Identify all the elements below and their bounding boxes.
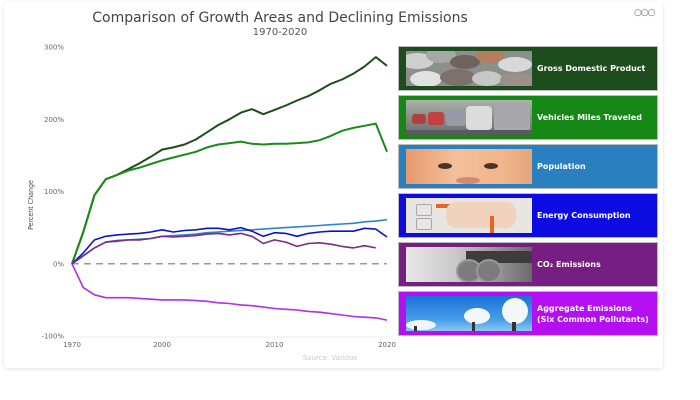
legend: Gross Domestic Product Vehicles Miles Tr… <box>398 46 658 340</box>
legend-label: Aggregate Emissions (Six Common Pollutan… <box>537 292 649 335</box>
y-tick-label: 100% <box>44 188 64 196</box>
legend-item-population[interactable]: Population <box>398 144 658 189</box>
chart-title: Comparison of Growth Areas and Declining… <box>92 10 468 26</box>
ellipsis-icon[interactable]: ○○○ <box>634 8 656 18</box>
legend-label: Energy Consumption <box>537 211 631 220</box>
x-tick-label: 1970 <box>63 341 81 349</box>
series-line-aggregate-emissions-six-common-pollutants[interactable] <box>71 263 388 321</box>
y-tick-label: -100% <box>41 333 64 341</box>
traffic-photo <box>406 100 532 135</box>
legend-item-aggregate[interactable]: Aggregate Emissions (Six Common Pollutan… <box>398 291 658 336</box>
plug-photo <box>406 198 532 233</box>
series-line-gross-domestic-product[interactable] <box>71 56 388 265</box>
line-chart: 300% 200% 100% 0% -100% Percent Change 1970 2… <box>27 44 396 363</box>
legend-item-co2[interactable]: CO₂ Emissions <box>398 242 658 287</box>
series-line-co-emissions[interactable] <box>71 232 376 265</box>
legend-label-line1: Aggregate Emissions <box>537 303 632 313</box>
legend-label-line2: (Six Common Pollutants) <box>537 314 649 324</box>
legend-item-gdp[interactable]: Gross Domestic Product <box>398 46 658 91</box>
legend-label-text: CO₂ Emissions <box>537 260 601 269</box>
legend-label: Gross Domestic Product <box>537 64 646 73</box>
series-line-energy-consumption[interactable] <box>71 226 388 265</box>
smokestack-photo <box>406 296 532 331</box>
baby-photo <box>406 149 532 184</box>
exhaust-photo <box>406 247 532 282</box>
legend-label: Population <box>537 162 586 171</box>
series-line-vehicles-miles-traveled[interactable] <box>71 122 388 265</box>
legend-item-energy[interactable]: Energy Consumption <box>398 193 658 238</box>
series-line-population[interactable] <box>71 218 388 265</box>
y-axis-label: Percent Change <box>27 180 35 230</box>
y-tick-label: 300% <box>44 44 64 52</box>
source-note: Source: Various <box>303 354 358 362</box>
x-tick-label: 2020 <box>378 341 396 349</box>
x-tick-label: 2000 <box>153 341 171 349</box>
y-tick-label: 0% <box>53 260 64 268</box>
legend-item-vmt[interactable]: Vehicles Miles Traveled <box>398 95 658 140</box>
chart-subtitle: 1970-2020 <box>252 27 308 38</box>
coins-photo <box>406 51 532 86</box>
legend-label: Vehicles Miles Traveled <box>537 113 642 122</box>
legend-label: CO₂ Emissions <box>537 243 601 286</box>
y-tick-label: 200% <box>44 116 64 124</box>
x-tick-label: 2010 <box>266 341 284 349</box>
